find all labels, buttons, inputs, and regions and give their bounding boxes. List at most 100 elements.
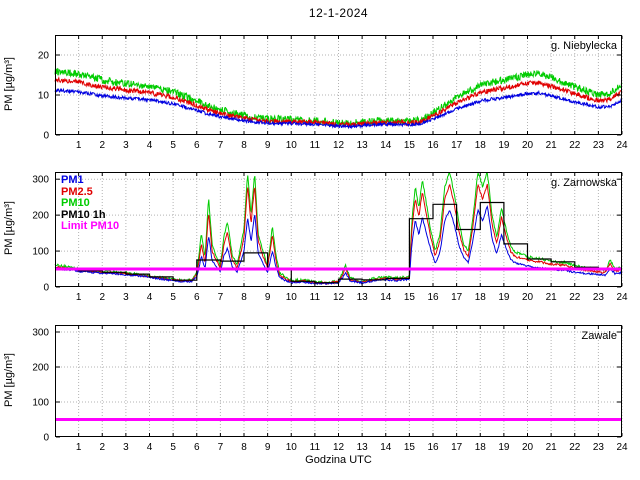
x-tick-label: 18 [475,140,487,151]
x-tick-label: 15 [404,442,416,453]
x-tick-label: 19 [498,442,510,453]
x-tick-label: 22 [569,140,581,151]
x-tick-label: 9 [265,140,271,151]
x-tick-label: 10 [286,442,298,453]
y-axis-label: PM [µg/m³] [3,353,15,408]
x-tick-label: 13 [357,140,369,151]
series-PM1 [55,204,623,286]
legend-item-pm10-1h: PM10 1h [61,208,106,221]
y-tick-label: 200 [32,363,49,374]
x-tick-label: 20 [522,292,534,303]
x-tick-label: 8 [241,140,247,151]
x-tick-label: 8 [241,292,247,303]
x-tick-label: 14 [380,292,392,303]
y-tick-label: 300 [32,328,49,339]
x-tick-label: 5 [170,140,176,151]
y-tick-label: 0 [43,433,49,444]
x-axis-label: Godzina UTC [305,454,372,466]
x-tick-label: 16 [427,292,439,303]
x-tick-label: 6 [194,140,200,151]
axes-box [55,172,622,287]
x-tick-label: 9 [265,442,271,453]
x-tick-label: 17 [451,140,463,151]
x-tick-label: 1 [76,442,82,453]
panel-zawale-plot: 1 2 3 4 5 6 7 8 9 10 11 12 13 14 15 16 17 18 19 20 21 22 23 240… [32,325,628,453]
x-tick-label: 7 [218,140,224,151]
legend-item-limit-pm10: Limit PM10 [61,220,120,232]
series-PM10 [54,172,623,285]
x-tick-label: 9 [265,292,271,303]
x-tick-label: 22 [569,442,581,453]
x-tick-label: 8 [241,442,247,453]
x-tick-label: 23 [593,292,605,303]
y-axis-label: PM [µg/m³] [3,57,15,112]
panel-zarnowska-plot: 1 2 3 4 5 6 7 8 9 10 11 12 13 14 15 16 17 18 19 20 21 22 23 240… [32,172,628,303]
y-tick-label: 0 [43,283,49,294]
x-tick-label: 14 [380,442,392,453]
y-tick-label: 300 [32,175,49,186]
series-PM10 [54,67,623,128]
legend-item-pm10: PM10 [61,197,90,209]
x-tick-label: 16 [427,442,439,453]
x-tick-label: 2 [99,140,105,151]
series-PM1 [54,87,623,130]
x-tick-label: 1 [76,292,82,303]
x-tick-label: 18 [475,442,487,453]
x-tick-label: 17 [451,442,463,453]
x-tick-label: 19 [498,140,510,151]
x-tick-label: 23 [593,442,605,453]
x-tick-label: 10 [286,140,298,151]
x-tick-label: 12 [333,292,345,303]
x-tick-label: 17 [451,292,463,303]
x-tick-label: 21 [546,292,558,303]
x-tick-label: 11 [310,292,321,303]
panel-niebylecka-plot: 1 2 3 4 5 6 7 8 9 10 11 12 13 14 15 16 17 18 19 20 21 22 23 240… [38,35,628,151]
x-tick-label: 5 [170,292,176,303]
x-tick-label: 12 [333,140,345,151]
x-tick-label: 24 [616,140,628,151]
x-tick-label: 1 [76,140,82,151]
y-tick-label: 20 [38,51,50,62]
x-tick-label: 11 [310,140,321,151]
x-tick-label: 5 [170,442,176,453]
x-tick-label: 21 [546,442,558,453]
x-tick-label: 19 [498,292,510,303]
x-tick-label: 13 [357,292,369,303]
x-tick-label: 3 [123,292,129,303]
panel-title-zawale: Zawale [581,330,617,342]
x-tick-label: 2 [99,292,105,303]
x-tick-label: 12 [333,442,345,453]
x-tick-label: 20 [522,442,534,453]
x-tick-label: 24 [616,442,628,453]
x-tick-label: 2 [99,442,105,453]
series-PM10 1h [55,201,622,284]
y-tick-label: 100 [32,398,49,409]
axes-box [55,35,622,135]
x-tick-label: 3 [123,140,129,151]
panel-title-niebylecka: g. Niebylecka [550,40,617,52]
x-tick-label: 10 [286,292,298,303]
x-tick-label: 24 [616,292,628,303]
y-axis-label: PM [µg/m³] [3,201,15,256]
x-tick-label: 11 [310,442,321,453]
x-tick-label: 4 [147,292,153,303]
x-tick-label: 14 [380,140,392,151]
x-tick-label: 21 [546,140,558,151]
x-tick-label: 15 [404,140,416,151]
x-tick-label: 15 [404,292,416,303]
x-tick-label: 16 [427,140,439,151]
x-tick-label: 4 [147,442,153,453]
x-tick-label: 6 [194,292,200,303]
x-tick-label: 3 [123,442,129,453]
x-tick-label: 18 [475,292,487,303]
x-tick-label: 6 [194,442,200,453]
x-tick-label: 4 [147,140,153,151]
x-tick-label: 7 [218,292,224,303]
panel-title-zarnowska: g. Zarnowska [550,177,617,189]
y-tick-label: 10 [38,91,50,102]
y-tick-label: 0 [43,131,49,142]
legend-item-pm1: PM1 [61,174,84,186]
legend-item-pm25: PM2.5 [61,185,93,198]
y-tick-label: 100 [32,247,49,258]
